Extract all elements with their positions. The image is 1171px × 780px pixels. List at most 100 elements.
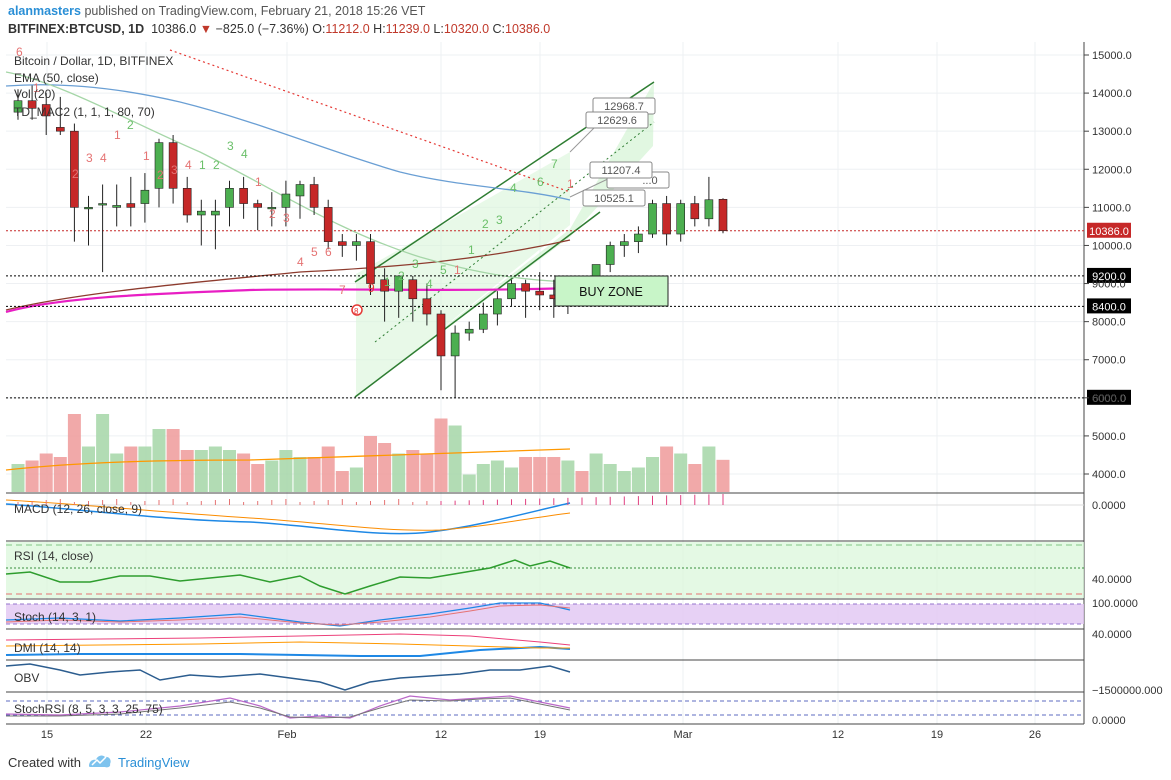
td-number: 3 [227, 139, 234, 153]
candle-body [704, 199, 714, 220]
candle-body [464, 328, 474, 334]
target-label: 11207.4 [602, 165, 641, 177]
volume-bar [180, 450, 194, 492]
candle-body [450, 332, 460, 357]
y-tick-label: 12000.0 [1092, 164, 1132, 176]
channel-mid-line [374, 121, 655, 343]
volume-bar [138, 446, 152, 492]
candle-body [211, 210, 220, 216]
chart-legend: Bitcoin / Dollar, 1D, BITFINEX EMA (50, … [14, 54, 173, 119]
stoch-pane: Stoch (14, 3, 1) 100.0000 [5, 598, 1138, 627]
td-number: 5 [440, 263, 447, 277]
volume-bar [335, 471, 349, 492]
volume-bar [674, 453, 688, 492]
price-axis[interactable]: 15000.0 14000.0 13000.0 12000.0 11000.0 10000… [1084, 50, 1132, 481]
callout-line [569, 176, 613, 198]
target-label: 12968.7 [604, 101, 644, 113]
x-tick-label: 19 [534, 729, 546, 741]
volume-bar [646, 457, 659, 492]
volume-bar [660, 446, 674, 492]
rsi-label: RSI (14, close) [14, 549, 93, 563]
x-tick-label: Feb [278, 729, 297, 741]
td-number: 1 [384, 275, 391, 289]
volume-bar [96, 414, 110, 492]
target-callouts: 12968.7 12629.6 ...0 11207.4 10525.1 [569, 97, 670, 207]
td-sequence-labels: 6 1 2 3 4 1 2 1 2 3 4 1 2 3 4 1 2 3 4 5 … [16, 45, 574, 297]
volume-bar [349, 467, 363, 492]
volume-bar [617, 471, 631, 492]
candle-body [436, 313, 446, 357]
buy-zone-label: BUY ZONE [579, 285, 643, 299]
high-label: H: [373, 22, 386, 36]
td-number: 5 [311, 245, 318, 259]
y-tick-label: 10000.0 [1092, 240, 1132, 252]
stoch-k-line [5, 602, 571, 627]
candle-body [140, 189, 150, 204]
downtrend-line [169, 49, 571, 193]
channel-zone [356, 152, 570, 398]
candle-body [718, 198, 728, 232]
tradingview-logo-icon [89, 755, 111, 768]
candles [13, 85, 728, 398]
chart-header: alanmasters published on TradingView.com… [0, 0, 1171, 42]
td-number: 1 [143, 149, 150, 163]
stochrsi-d-line [6, 697, 571, 719]
macd-signal-line [5, 499, 571, 531]
level-label: 10386.0 [1089, 226, 1129, 238]
stochrsi-axis-label: 0.0000 [1092, 715, 1126, 727]
volume-bar [67, 414, 81, 492]
level-badge [1087, 222, 1131, 238]
candle-body [168, 142, 178, 189]
obv-label: OBV [14, 671, 39, 685]
callout-box [589, 161, 653, 179]
y-tick-label: 6000.0 [1092, 393, 1126, 405]
rsi-axis-label: 40.0000 [1092, 574, 1132, 586]
ma-magenta-line [5, 286, 571, 314]
volume-bar [223, 450, 236, 492]
tradingview-link[interactable]: TradingView [118, 755, 190, 770]
td-setup-marker-number: 8 [354, 307, 359, 316]
x-tick-label: Mar [674, 729, 693, 741]
obv-pane: OBV −1500000.000 [5, 663, 1163, 697]
legend-ema: EMA (50, close) [14, 71, 99, 85]
volume-bar [702, 446, 716, 492]
time-axis[interactable]: 15 22 Feb 12 19 Mar 12 19 26 [41, 729, 1041, 741]
low-value: 10320.0 [443, 22, 490, 36]
td-number: 1 [33, 81, 40, 95]
candle-body [394, 275, 404, 292]
td-number: 4 [241, 147, 248, 161]
candle-body [112, 205, 121, 208]
td-number: 1 [114, 128, 121, 142]
candle-body [676, 203, 686, 235]
open-label: O: [312, 22, 326, 36]
buy-zone-box[interactable] [554, 275, 669, 307]
price-chart[interactable]: 10386.0 9200.0 8400.0 6000.0 6 1 2 3 4 1 2 … [0, 42, 1171, 742]
td-number: 2 [127, 118, 134, 132]
main-pane[interactable] [6, 42, 1084, 492]
candle-body [225, 188, 234, 208]
candle-body [337, 241, 347, 246]
candle-body [253, 203, 262, 208]
td-number: 2 [269, 207, 276, 221]
candle-body [493, 298, 502, 315]
symbol-label: BITFINEX:BTCUSD, 1D [8, 22, 145, 36]
publish-text: published on TradingView.com, February 2… [80, 4, 426, 18]
candle-body [126, 203, 136, 208]
stochrsi-label: StochRSI (8, 5, 3, 3, 25, 75) [14, 702, 163, 716]
candle-body [662, 203, 671, 235]
volume-bar [110, 453, 124, 492]
stoch-d-line [5, 604, 571, 626]
td-number: 1 [255, 175, 262, 189]
price-change: −825.0 (−7.36%) [215, 22, 309, 36]
volume-bar [547, 457, 561, 492]
td-number: 6 [325, 245, 332, 259]
td-number: 6 [537, 175, 544, 189]
open-value: 11212.0 [325, 22, 370, 36]
dmi-pane: DMI (14, 14) 40.0000 [5, 629, 1132, 657]
volume-bar [462, 474, 476, 492]
y-tick-label: 8000.0 [1092, 317, 1126, 329]
candle-body [295, 184, 305, 197]
volume-bar [279, 450, 293, 492]
stoch-label: Stoch (14, 3, 1) [14, 610, 96, 624]
author-link[interactable]: alanmasters [8, 4, 81, 18]
